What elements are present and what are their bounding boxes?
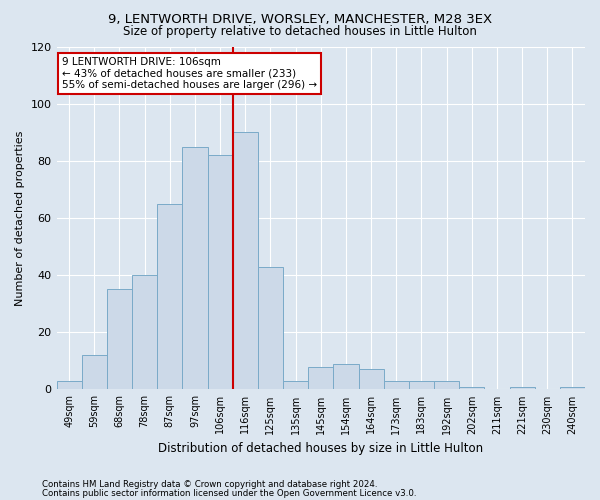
Bar bbox=[359, 370, 383, 390]
Text: Size of property relative to detached houses in Little Hulton: Size of property relative to detached ho… bbox=[123, 25, 477, 38]
Bar bbox=[560, 386, 585, 390]
Bar bbox=[509, 386, 535, 390]
Text: 9, LENTWORTH DRIVE, WORSLEY, MANCHESTER, M28 3EX: 9, LENTWORTH DRIVE, WORSLEY, MANCHESTER,… bbox=[108, 12, 492, 26]
Text: Contains HM Land Registry data © Crown copyright and database right 2024.: Contains HM Land Registry data © Crown c… bbox=[42, 480, 377, 489]
X-axis label: Distribution of detached houses by size in Little Hulton: Distribution of detached houses by size … bbox=[158, 442, 484, 455]
Bar bbox=[409, 381, 434, 390]
Bar bbox=[383, 381, 409, 390]
Bar bbox=[132, 275, 157, 390]
Bar bbox=[283, 381, 308, 390]
Bar bbox=[334, 364, 359, 390]
Bar bbox=[233, 132, 258, 390]
Y-axis label: Number of detached properties: Number of detached properties bbox=[15, 130, 25, 306]
Bar bbox=[434, 381, 459, 390]
Bar bbox=[82, 355, 107, 390]
Bar bbox=[182, 146, 208, 390]
Bar bbox=[56, 381, 82, 390]
Bar bbox=[157, 204, 182, 390]
Bar bbox=[208, 155, 233, 390]
Bar bbox=[258, 266, 283, 390]
Bar bbox=[107, 290, 132, 390]
Text: 9 LENTWORTH DRIVE: 106sqm
← 43% of detached houses are smaller (233)
55% of semi: 9 LENTWORTH DRIVE: 106sqm ← 43% of detac… bbox=[62, 57, 317, 90]
Bar bbox=[459, 386, 484, 390]
Text: Contains public sector information licensed under the Open Government Licence v3: Contains public sector information licen… bbox=[42, 488, 416, 498]
Bar bbox=[308, 366, 334, 390]
